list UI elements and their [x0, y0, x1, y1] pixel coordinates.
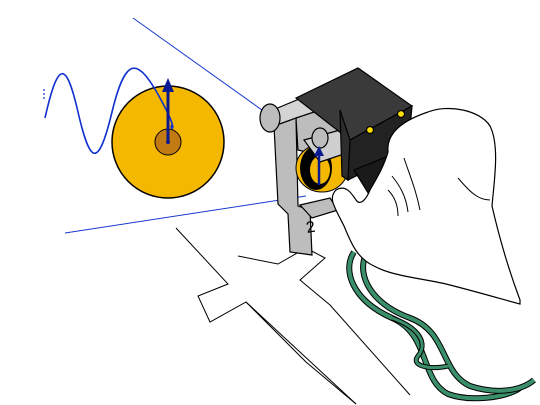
indicator-led-1	[365, 125, 375, 135]
cable-icon	[346, 250, 536, 402]
projection-line-bottom	[64, 195, 307, 234]
mounting-base	[175, 227, 411, 405]
position-arrow-icon	[162, 78, 174, 144]
indicator-led-2	[396, 109, 406, 119]
stator-number-label: 2	[305, 219, 317, 237]
housing-position-arrow-icon	[314, 146, 324, 185]
hand-icon	[331, 107, 521, 305]
